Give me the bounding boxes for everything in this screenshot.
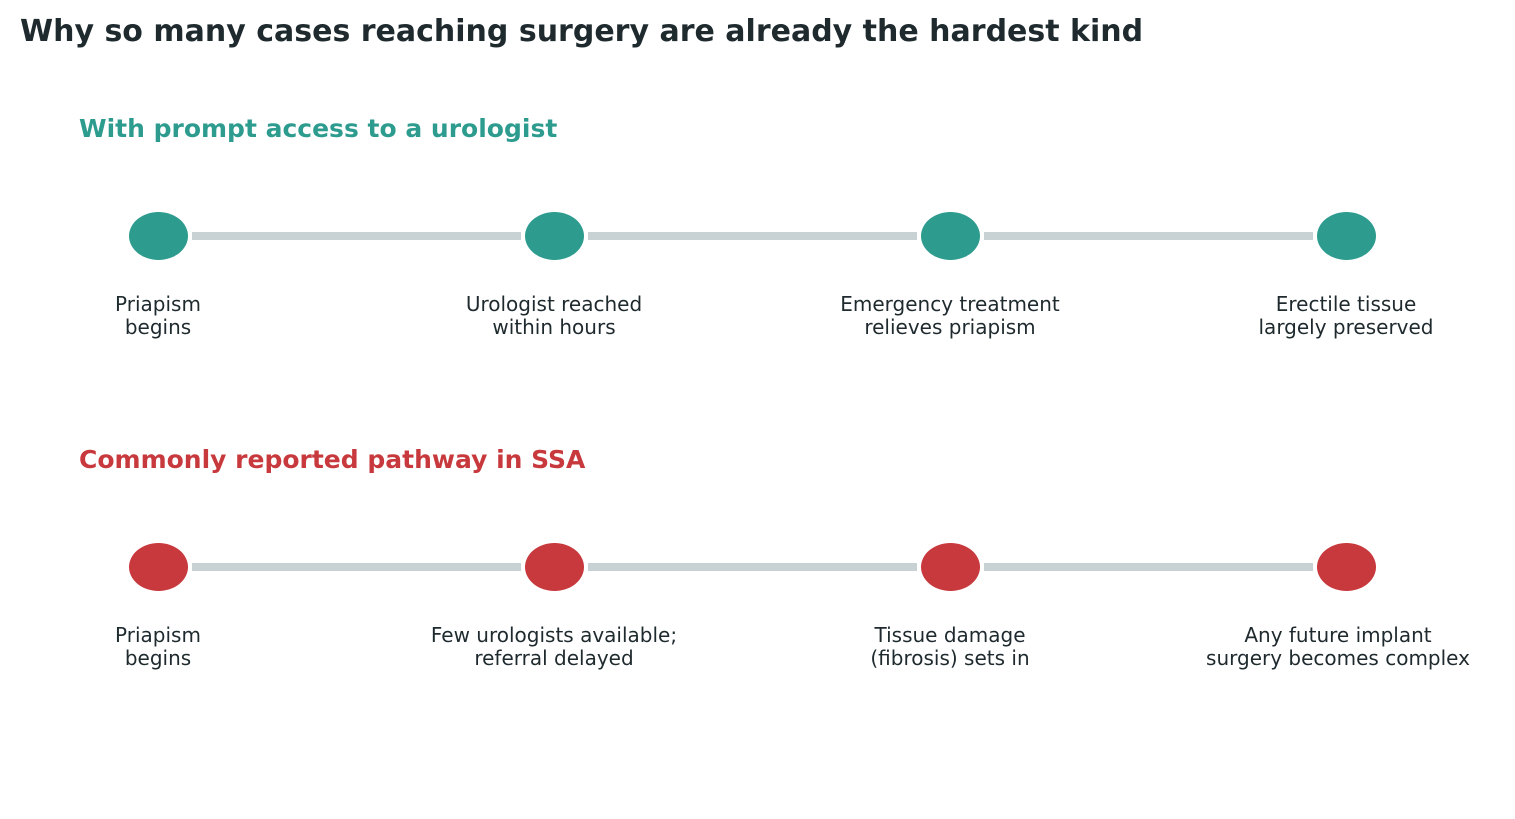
prompt-connector-2: [588, 232, 917, 240]
ssa-step-1-node: [129, 543, 188, 591]
ssa-step-4-label: Any future implant surgery becomes compl…: [1206, 623, 1470, 670]
ssa-step-3-node: [921, 543, 980, 591]
ssa-step-4-node: [1317, 543, 1376, 591]
ssa-connector-2: [588, 563, 917, 571]
prompt-step-3-label: Emergency treatment relieves priapism: [840, 292, 1060, 339]
prompt-step-1-node: [129, 212, 188, 260]
prompt-step-1-label: Priapism begins: [115, 292, 201, 339]
prompt-step-2-label: Urologist reached within hours: [465, 292, 643, 339]
ssa-step-1-label: Priapism begins: [115, 623, 201, 670]
ssa-connector-3: [984, 563, 1313, 571]
ssa-connector-1: [192, 563, 521, 571]
prompt-step-3-node: [921, 212, 980, 260]
ssa-step-3-label: Tissue damage (fibrosis) sets in: [870, 623, 1030, 670]
prompt-step-4-node: [1317, 212, 1376, 260]
ssa-step-2-label: Few urologists available; referral delay…: [430, 623, 678, 670]
prompt-connector-3: [984, 232, 1313, 240]
prompt-step-4-label: Erectile tissue largely preserved: [1258, 292, 1434, 339]
ssa-step-2-node: [525, 543, 584, 591]
prompt-connector-1: [192, 232, 521, 240]
ssa-pathway-heading: Commonly reported pathway in SSA: [79, 445, 586, 474]
page-title: Why so many cases reaching surgery are a…: [20, 14, 1144, 49]
prompt-step-2-node: [525, 212, 584, 260]
prompt-pathway-heading: With prompt access to a urologist: [79, 114, 558, 143]
